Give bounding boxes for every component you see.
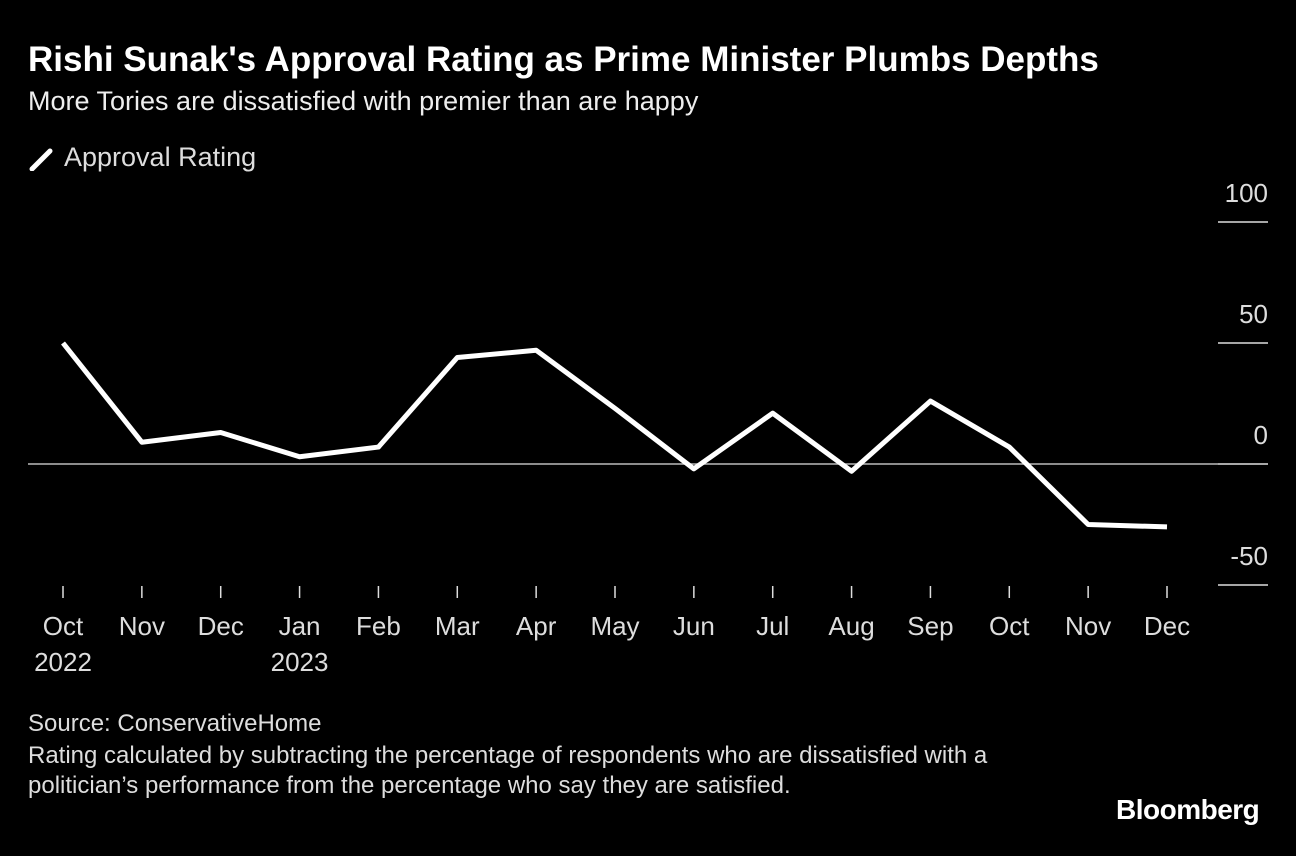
x-tick-label: Aug xyxy=(828,611,875,641)
source: Source: ConservativeHome xyxy=(28,710,322,737)
x-tick-label: Oct xyxy=(989,611,1030,641)
y-tick-label: 100 xyxy=(1225,178,1268,208)
y-tick-label: 50 xyxy=(1239,299,1268,329)
brand: Bloomberg xyxy=(1116,794,1260,825)
legend: Approval Rating xyxy=(28,142,256,173)
y-tick-label: -50 xyxy=(1230,541,1268,571)
x-tick-label: Apr xyxy=(515,611,557,641)
x-tick-label: Dec xyxy=(197,611,244,641)
x-tick-label: Oct 2022 xyxy=(34,611,92,677)
x-tick-label: Jun xyxy=(672,611,715,641)
x-tick-label: Jan 2023 xyxy=(270,611,329,677)
note: Rating calculated by subtracting the per… xyxy=(28,742,988,799)
legend-label: Approval Rating xyxy=(64,142,257,172)
chart-title: Rishi Sunak's Approval Rating as Prime M… xyxy=(28,40,1099,79)
x-tick-label: Dec xyxy=(1143,611,1191,641)
x-tick-label: Jul xyxy=(756,611,790,641)
legend-swatch xyxy=(29,148,53,171)
x-tick-label: Feb xyxy=(356,611,401,641)
x-tick-label: Sep xyxy=(907,611,954,641)
legend-icon xyxy=(29,148,53,171)
x-tick-label: Nov xyxy=(1065,611,1112,641)
x-tick-label: May xyxy=(590,611,640,641)
y-tick-label: 0 xyxy=(1254,420,1268,450)
x-tick-label: Mar xyxy=(434,611,480,641)
line xyxy=(61,341,1168,530)
x-tick-label: Nov xyxy=(118,611,165,641)
chart-subtitle: More Tories are dissatisfied with premie… xyxy=(28,86,699,116)
